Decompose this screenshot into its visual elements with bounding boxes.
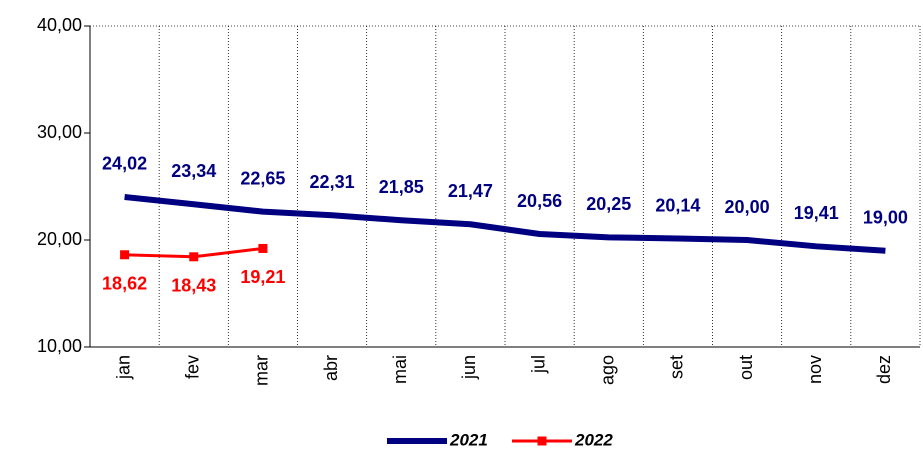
data-label: 21,47 <box>448 181 493 201</box>
x-tick-label: out <box>736 355 756 380</box>
x-tick-label: jul <box>528 355 548 374</box>
data-label: 24,02 <box>102 154 147 174</box>
legend-label: 2022 <box>574 430 613 449</box>
data-label: 19,21 <box>240 267 285 287</box>
x-tick-label: jan <box>113 355 133 380</box>
data-label: 20,25 <box>586 194 631 214</box>
data-label: 20,14 <box>655 195 700 215</box>
y-tick-label: 30,00 <box>37 122 82 142</box>
data-label: 22,31 <box>310 172 355 192</box>
x-tick-label: jun <box>459 355 479 380</box>
marker <box>189 252 199 262</box>
x-tick-label: set <box>667 355 687 379</box>
legend-marker <box>537 436 547 446</box>
x-tick-label: ago <box>598 355 618 385</box>
y-tick-label: 40,00 <box>37 15 82 35</box>
marker <box>120 250 130 260</box>
x-tick-label: dez <box>874 355 894 384</box>
data-label: 20,00 <box>725 197 770 217</box>
x-tick-label: mar <box>252 355 272 386</box>
data-label: 19,00 <box>863 207 908 227</box>
data-label: 19,41 <box>794 203 839 223</box>
data-label: 18,43 <box>171 276 216 296</box>
series-line <box>124 194 886 254</box>
legend-label: 2021 <box>449 430 488 449</box>
data-label: 18,62 <box>102 274 147 294</box>
data-label: 22,65 <box>240 168 285 188</box>
x-tick-label: nov <box>805 355 825 384</box>
data-label: 21,85 <box>379 177 424 197</box>
x-tick-label: mai <box>390 355 410 384</box>
data-label: 20,56 <box>517 191 562 211</box>
data-label: 23,34 <box>171 161 216 181</box>
x-tick-label: abr <box>321 355 341 381</box>
y-tick-label: 20,00 <box>37 229 82 249</box>
marker <box>258 243 268 253</box>
y-tick-label: 10,00 <box>37 336 82 356</box>
x-tick-label: fev <box>183 355 203 379</box>
